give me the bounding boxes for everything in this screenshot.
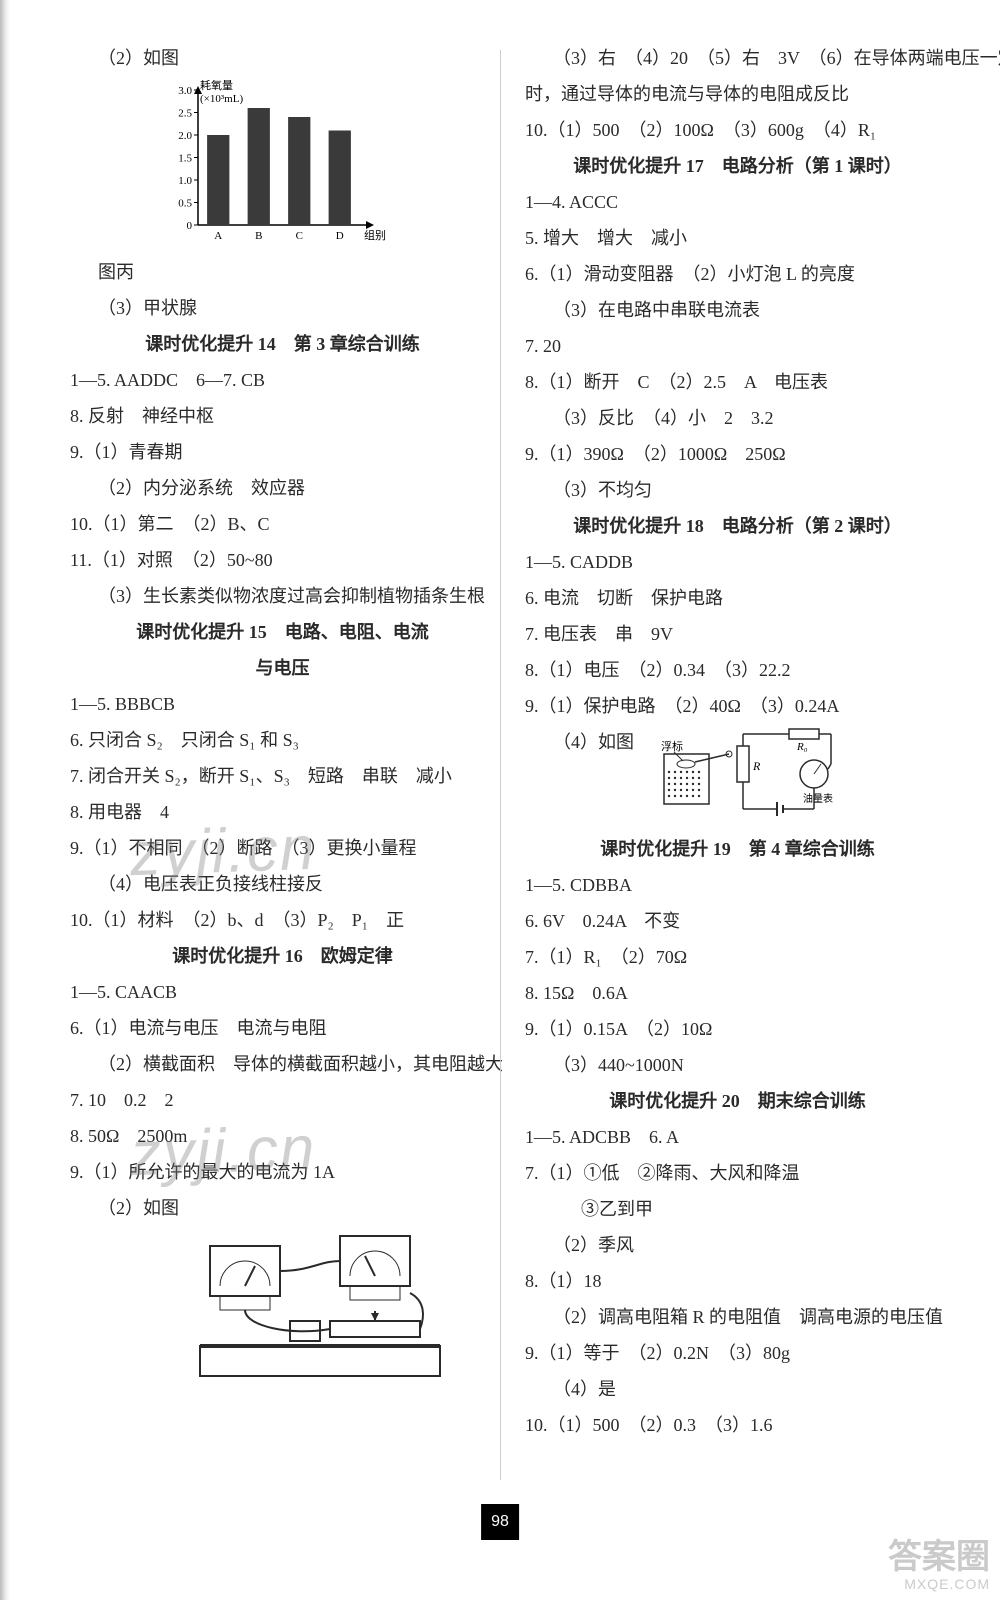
section-heading: 课时优化提升 16 欧姆定律 (70, 938, 495, 974)
text-line: 8. 反射 神经中枢 (70, 398, 495, 434)
text-line: 9.（1）保护电路 （2）40Ω （3）0.24A (525, 688, 950, 724)
text-line: 6.（1）滑动变阻器 （2）小灯泡 L 的亮度 (525, 256, 950, 292)
svg-text:R: R (752, 759, 761, 773)
svg-text:(×10³mL): (×10³mL) (200, 93, 243, 105)
text-line: 8. 用电器 4 (70, 794, 495, 830)
text-line: 8.（1）18 (525, 1263, 950, 1299)
text-line: 11.（1）对照 （2）50~80 (70, 542, 495, 578)
text-line: 6. 6V 0.24A 不变 (525, 903, 950, 939)
svg-text:浮标: 浮标 (661, 739, 683, 753)
text-line: （2）如图 (70, 1190, 495, 1226)
svg-text:R₀: R₀ (796, 741, 808, 753)
text-line: 9.（1）390Ω （2）1000Ω 250Ω (525, 436, 950, 472)
text-line: 1—5. CDBBA (525, 867, 950, 903)
text-line: （3）生长素类似物浓度过高会抑制植物插条生根 (70, 578, 495, 614)
svg-text:油量表: 油量表 (803, 792, 833, 805)
text-line: 7. 20 (525, 328, 950, 364)
text-line: 10.（1）材料 （2）b、d （3）P₂ P₁ 正 (70, 902, 495, 938)
section-heading: 课时优化提升 20 期末综合训练 (525, 1083, 950, 1119)
circuit-diagram-small: 浮标 R R₀ 油量表 (659, 724, 839, 831)
section-heading: 课时优化提升 17 电路分析（第 1 课时） (525, 148, 950, 184)
text-line: 时，通过导体的电流与导体的电阻成反比 (525, 76, 950, 112)
text-line: （2）季风 (525, 1227, 950, 1263)
text-line: （3）右 （4）20 （5）右 3V （6）在导体两端电压一定 (525, 40, 950, 76)
page-number: 98 (481, 1504, 519, 1540)
text-line: 5. 增大 增大 减小 (525, 220, 950, 256)
text-line: 6. 电流 切断 保护电路 (525, 580, 950, 616)
section-heading: 课时优化提升 18 电路分析（第 2 课时） (525, 508, 950, 544)
corner-title: 答案圈 (888, 1539, 990, 1576)
text-line: 9.（1）等于 （2）0.2N （3）80g (525, 1335, 950, 1371)
text-line: 10.（1）第二 （2）B、C (70, 506, 495, 542)
text-fragment: （4）如图 (553, 732, 634, 752)
text-line: 8. 50Ω 2500m (70, 1118, 495, 1154)
text-line: 8.（1）电压 （2）0.34 （3）22.2 (525, 652, 950, 688)
text-line: （3）甲状腺 (70, 290, 495, 326)
text-line: 8.（1）断开 C （2）2.5 A 电压表 (525, 364, 950, 400)
left-column: （2）如图 耗氧量(×10³mL) 0 0.5 1.0 1.5 2.0 2.5 3.0 A B C D… (70, 40, 495, 1443)
oxygen-consumption-chart: 耗氧量(×10³mL) 0 0.5 1.0 1.5 2.0 2.5 3.0 A B C D 组别 (150, 80, 495, 250)
right-column: （3）右 （4）20 （5）右 3V （6）在导体两端电压一定 时，通过导体的电… (525, 40, 950, 1443)
text-line: 8. 15Ω 0.6A (525, 975, 950, 1011)
svg-text:组别: 组别 (364, 228, 386, 242)
text-line: （2）内分泌系统 效应器 (70, 470, 495, 506)
section-heading: 课时优化提升 15 电路、电阻、电流 (70, 614, 495, 650)
text-line: 10.（1）500 （2）0.3 （3）1.6 (525, 1407, 950, 1443)
text-line: 1—5. BBBCB (70, 686, 495, 722)
text-line: 9.（1）0.15A （2）10Ω (525, 1011, 950, 1047)
svg-text:2.5: 2.5 (178, 108, 192, 120)
text-line: （2）横截面积 导体的横截面积越小，其电阻越大 (70, 1046, 495, 1082)
svg-text:1.0: 1.0 (178, 175, 192, 187)
text-line: 9.（1）所允许的最大的电流为 1A (70, 1154, 495, 1190)
svg-text:1.5: 1.5 (178, 153, 192, 165)
text-line: 9.（1）青春期 (70, 434, 495, 470)
section-heading: 与电压 (70, 650, 495, 686)
svg-text:C: C (296, 230, 303, 242)
text-line: 1—5. CADDB (525, 544, 950, 580)
section-heading: 课时优化提升 19 第 4 章综合训练 (525, 831, 950, 867)
text-line: 1—5. AADDC 6—7. CB (70, 362, 495, 398)
text-line: （4）是 (525, 1371, 950, 1407)
text-line: 7. 电压表 串 9V (525, 616, 950, 652)
text-line: 7. 10 0.2 2 (70, 1082, 495, 1118)
text-line: 10.（1）500 （2）100Ω （3）600g （4）R₁ (525, 112, 950, 148)
text-line: 图丙 (70, 254, 495, 290)
text-line: ③乙到甲 (525, 1191, 950, 1227)
svg-text:D: D (336, 230, 344, 242)
svg-text:0.5: 0.5 (178, 198, 192, 210)
svg-text:A: A (214, 230, 222, 242)
text-line: （4）电压表正负接线柱接反 (70, 866, 495, 902)
svg-text:2.0: 2.0 (178, 130, 192, 142)
text-line: 6.（1）电流与电压 电流与电阻 (70, 1010, 495, 1046)
text-line: 1—5. ADCBB 6. A (525, 1119, 950, 1155)
corner-watermark: 答案圈 MXQE.COM (888, 1539, 990, 1592)
page-spine (0, 0, 10, 1600)
text-line: 1—4. ACCC (525, 184, 950, 220)
text-line: （2）调高电阻箱 R 的电阻值 调高电源的电压值 (525, 1299, 950, 1335)
corner-url: MXQE.COM (888, 1577, 990, 1592)
text-line: （3）反比 （4）小 2 3.2 (525, 400, 950, 436)
text-line: （3）在电路中串联电流表 (525, 292, 950, 328)
text-line: 9.（1）不相同 （2）断路 （3）更换小量程 (70, 830, 495, 866)
text-line: （3）440~1000N (525, 1047, 950, 1083)
text-line: （2）如图 (70, 40, 495, 76)
text-line: （4）如图 浮标 R R₀ 油量表 (525, 724, 950, 831)
text-line: 7.（1）R₁ （2）70Ω (525, 939, 950, 975)
text-line: 7. 闭合开关 S₂，断开 S₁、S₃ 短路 串联 减小 (70, 758, 495, 794)
svg-text:0: 0 (187, 220, 193, 232)
svg-text:B: B (255, 230, 262, 242)
text-line: 7.（1）①低 ②降雨、大风和降温 (525, 1155, 950, 1191)
svg-text:耗氧量: 耗氧量 (200, 80, 233, 92)
text-line: （3）不均匀 (525, 472, 950, 508)
column-divider (500, 50, 501, 1480)
section-heading: 课时优化提升 14 第 3 章综合训练 (70, 326, 495, 362)
text-line: 1—5. CAACB (70, 974, 495, 1010)
text-line: 6. 只闭合 S₂ 只闭合 S₁ 和 S₃ (70, 722, 495, 758)
svg-text:3.0: 3.0 (178, 85, 192, 97)
circuit-diagram-large (190, 1226, 495, 1398)
